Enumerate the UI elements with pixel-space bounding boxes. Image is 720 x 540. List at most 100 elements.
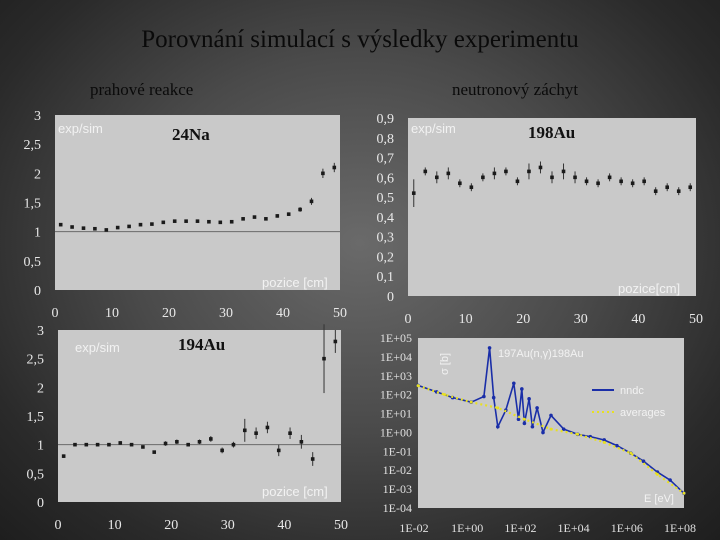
xs-point-nndc xyxy=(561,427,566,431)
xs-chart: 1E+05 1E+04 1E+03 1E+02 1E+01 1E+00 1E-01 1E-02… xyxy=(380,331,696,535)
au194-ylabel: exp/sim xyxy=(75,340,120,355)
au198-ytick-label: 0,6 xyxy=(377,171,395,186)
au198-ytick-label: 0,1 xyxy=(377,270,395,285)
au194-data-point xyxy=(197,440,202,444)
au198-xtick-label: 0 xyxy=(405,312,412,327)
xs-xtick-label: 1E+04 xyxy=(558,521,590,535)
na24-data-point xyxy=(115,225,120,230)
au198-ylabel: exp/sim xyxy=(411,121,456,136)
au194-xtick-label: 50 xyxy=(334,518,348,533)
au198-ytick-label: 0,8 xyxy=(377,132,395,147)
xs-ytick-label: 1E-03 xyxy=(383,482,412,496)
xs-point-averages xyxy=(602,440,606,444)
au194-ytick-label: 1,5 xyxy=(27,410,45,425)
na24-data-point xyxy=(93,226,97,231)
au198-data-point xyxy=(561,169,566,174)
au198-xlabel: pozice[cm] xyxy=(618,281,680,296)
na24-data-point xyxy=(298,207,302,212)
xs-ytick-label: 1E+02 xyxy=(380,388,412,402)
xs-xtick-label: 1E+02 xyxy=(504,521,536,535)
au194-ytick-label: 2,5 xyxy=(27,353,45,368)
au194-data-point xyxy=(73,442,77,447)
xs-ytick-label: 1E-04 xyxy=(383,501,412,515)
xs-point-averages xyxy=(549,427,553,431)
xs-ytick-label: 1E+01 xyxy=(380,407,412,421)
au198-data-point xyxy=(607,175,612,180)
au198-ytick-label: 0 xyxy=(387,290,394,305)
xs-ytick-label: 1E+00 xyxy=(380,425,412,439)
au194-data-point xyxy=(141,445,145,449)
au198-data-point xyxy=(481,175,485,180)
au198-data-point xyxy=(573,175,577,180)
na24-ytick-label: 1 xyxy=(34,226,41,241)
au198-data-point xyxy=(515,179,520,184)
au194-ytick-label: 0,5 xyxy=(27,467,45,482)
au198-plot-area xyxy=(408,118,696,296)
au194-data-point xyxy=(84,442,89,447)
au194-data-point xyxy=(333,339,338,344)
au194-data-point xyxy=(254,431,258,435)
au194-data-point xyxy=(129,442,134,447)
na24-data-point xyxy=(229,219,234,224)
left-heading: prahové reakce xyxy=(90,80,194,99)
na24-data-point xyxy=(264,217,268,221)
na24-data-point xyxy=(332,165,337,170)
xs-point-averages xyxy=(655,472,659,476)
au198-data-point xyxy=(527,169,531,174)
au194-data-point xyxy=(322,356,326,361)
au198-ytick-label: 0,7 xyxy=(377,152,395,167)
na24-data-point xyxy=(195,219,200,223)
au194-xtick-label: 20 xyxy=(164,518,178,533)
au198-xtick-label: 20 xyxy=(516,312,530,327)
au194-title: 194Au xyxy=(178,335,225,354)
xs-ytick-label: 1E-02 xyxy=(383,463,412,477)
au198-data-point xyxy=(688,185,693,190)
na24-xtick-label: 40 xyxy=(276,306,290,321)
na24-data-point xyxy=(321,171,325,176)
xs-point-nndc xyxy=(530,424,535,429)
na24-xtick-label: 10 xyxy=(105,306,119,321)
xs-point-nndc xyxy=(602,438,606,442)
na24-data-point xyxy=(104,228,109,232)
au194-data-point xyxy=(118,441,123,445)
au194-ytick-label: 1 xyxy=(37,439,44,454)
na24-data-point xyxy=(138,222,143,227)
xs-point-nndc xyxy=(487,346,492,350)
xs-xtick-label: 1E+08 xyxy=(664,521,696,535)
au194-data-point xyxy=(276,448,281,453)
na24-xtick-label: 50 xyxy=(333,306,347,321)
xs-point-nndc xyxy=(535,406,539,410)
xs-xtick-label: 1E+06 xyxy=(611,521,643,535)
xs-point-nndc xyxy=(549,413,553,418)
xs-point-nndc xyxy=(668,478,672,482)
au198-data-point xyxy=(676,189,681,193)
au198-ytick-label: 0,2 xyxy=(377,250,395,265)
au198-data-point xyxy=(584,179,589,184)
au198-data-point xyxy=(423,169,428,174)
na24-data-point xyxy=(127,224,131,229)
au194-xtick-label: 40 xyxy=(277,518,291,533)
xs-point-nndc xyxy=(641,459,646,464)
xs-point-averages xyxy=(522,417,526,421)
au198-data-point xyxy=(411,191,416,195)
au194-data-point xyxy=(288,431,292,435)
na24-data-point xyxy=(252,215,257,219)
xs-point-nndc xyxy=(522,421,527,426)
xs-point-nndc xyxy=(491,395,496,400)
xs-point-averages xyxy=(443,393,447,397)
au198-data-point xyxy=(653,189,658,193)
au198-data-point xyxy=(458,181,462,186)
xs-ytick-label: 1E+04 xyxy=(380,350,412,364)
au194-xtick-label: 30 xyxy=(221,518,235,533)
xs-point-nndc xyxy=(527,397,531,401)
au198-data-point xyxy=(492,171,497,176)
au198-data-point xyxy=(665,185,669,190)
xs-ylabel: σ [b] xyxy=(439,353,451,375)
xs-point-averages xyxy=(496,406,500,410)
na24-data-point xyxy=(218,220,223,225)
na24-data-point xyxy=(150,222,154,226)
au194-data-point xyxy=(231,442,236,447)
xs-ytick-label: 1E+05 xyxy=(380,331,412,345)
au194-data-point xyxy=(265,425,270,430)
